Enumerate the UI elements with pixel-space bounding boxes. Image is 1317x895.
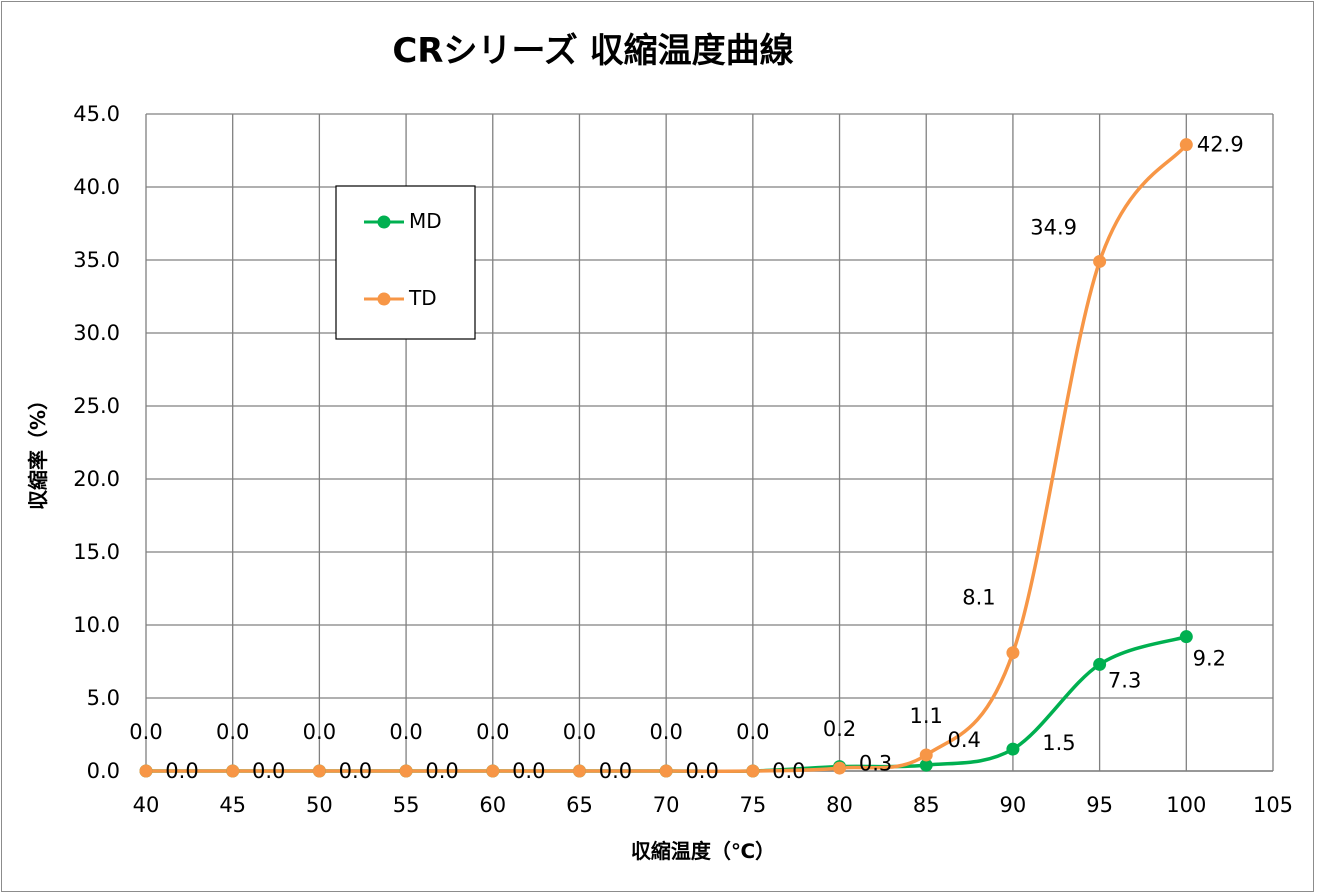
- x-tick-label: 55: [393, 793, 420, 817]
- point-md: [1006, 742, 1020, 756]
- data-label-md: 0.0: [685, 759, 718, 783]
- y-tick-label: 5.0: [87, 686, 120, 710]
- y-tick-label: 15.0: [73, 540, 120, 564]
- data-label-md: 0.0: [339, 759, 372, 783]
- data-label-td: 1.1: [910, 704, 943, 728]
- point-td: [312, 764, 326, 778]
- y-tick-label: 45.0: [73, 102, 120, 126]
- point-td: [833, 761, 847, 775]
- point-td: [139, 764, 153, 778]
- x-tick-label: 105: [1253, 793, 1293, 817]
- y-axis-title: 収縮率（%）: [26, 390, 50, 510]
- point-td: [486, 764, 500, 778]
- y-tick-label: 40.0: [73, 175, 120, 199]
- x-tick-label: 65: [566, 793, 593, 817]
- x-tick-labels: 40 45 50 55 60 65 70 75 80 85 90 95 100 105: [133, 793, 1293, 817]
- data-label-td: 0.0: [476, 720, 509, 744]
- data-label-md: 0.0: [252, 759, 285, 783]
- x-tick-label: 100: [1166, 793, 1206, 817]
- point-td: [1006, 646, 1020, 660]
- y-tick-label: 25.0: [73, 394, 120, 418]
- data-label-td: 0.0: [389, 720, 422, 744]
- data-label-td: 0.2: [823, 717, 856, 741]
- point-md: [919, 758, 933, 772]
- x-tick-label: 60: [479, 793, 506, 817]
- data-labels: 0.0 0.0 0.0 0.0 0.0 0.0 0.0 0.0 0.30.4 1.57.39.20…: [129, 133, 1243, 783]
- legend-box: [335, 185, 476, 340]
- x-tick-label: 50: [306, 793, 333, 817]
- data-label-md: 7.3: [1108, 668, 1141, 692]
- x-tick-label: 90: [1000, 793, 1027, 817]
- legend-md-marker: [377, 215, 391, 229]
- y-tick-label: 20.0: [73, 467, 120, 491]
- y-tick-label: 30.0: [73, 321, 120, 345]
- legend-td-label: TD: [408, 286, 437, 310]
- x-tick-label: 40: [133, 793, 160, 817]
- data-label-td: 0.0: [736, 720, 769, 744]
- data-label-md: 0.0: [512, 759, 545, 783]
- point-td: [1179, 138, 1193, 152]
- data-label-md: 0.0: [599, 759, 632, 783]
- y-tick-label: 35.0: [73, 248, 120, 272]
- point-td: [226, 764, 240, 778]
- data-label-td: 8.1: [962, 586, 995, 610]
- x-axis-title: 収縮温度（℃）: [631, 839, 775, 863]
- chart-title: CRシリーズ 収縮温度曲線: [392, 31, 793, 71]
- data-label-td: 0.0: [303, 720, 336, 744]
- y-tick-label: 0.0: [87, 759, 120, 783]
- point-td: [659, 764, 673, 778]
- data-label-md: 9.2: [1193, 647, 1226, 671]
- data-label-md: 1.5: [1042, 731, 1075, 755]
- x-tick-label: 70: [653, 793, 680, 817]
- point-td: [919, 748, 933, 762]
- point-md: [1179, 630, 1193, 644]
- data-label-md: 0.4: [948, 728, 981, 752]
- series-points: [139, 138, 1193, 778]
- point-td: [572, 764, 586, 778]
- data-label-td: 42.9: [1197, 133, 1244, 157]
- data-label-md: 0.3: [859, 752, 892, 776]
- x-tick-label: 80: [826, 793, 853, 817]
- grid: [145, 113, 1274, 772]
- point-td: [399, 764, 413, 778]
- x-tick-label: 45: [219, 793, 246, 817]
- legend: MD TD: [335, 185, 476, 340]
- point-td: [746, 764, 760, 778]
- x-tick-label: 75: [739, 793, 766, 817]
- data-label-td: 0.0: [129, 720, 162, 744]
- data-label-md: 0.0: [425, 759, 458, 783]
- data-label-td: 34.9: [1030, 215, 1077, 239]
- point-md: [1093, 657, 1107, 671]
- x-tick-label: 95: [1086, 793, 1113, 817]
- y-tick-labels: 0.0 5.0 10.0 15.0 20.0 25.0 30.0 35.0 40.0 45.0: [73, 102, 120, 783]
- data-label-td: 0.0: [563, 720, 596, 744]
- series-line-td: [145, 143, 1188, 773]
- data-label-md: 0.0: [772, 759, 805, 783]
- legend-td-marker: [377, 292, 391, 306]
- data-label-td: 0.0: [649, 720, 682, 744]
- x-tick-label: 85: [913, 793, 940, 817]
- data-label-td: 0.0: [216, 720, 249, 744]
- y-tick-label: 10.0: [73, 613, 120, 637]
- data-label-md: 0.0: [165, 759, 198, 783]
- legend-md-label: MD: [409, 209, 442, 233]
- point-td: [1093, 254, 1107, 268]
